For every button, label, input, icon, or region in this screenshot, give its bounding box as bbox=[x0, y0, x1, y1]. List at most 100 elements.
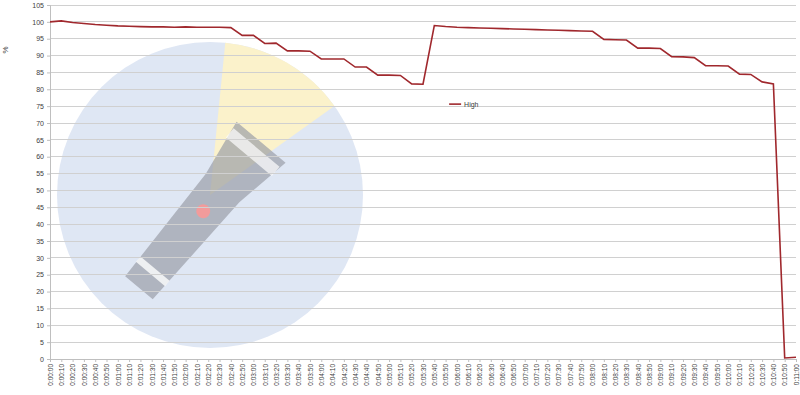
x-tick: 0:06:10 bbox=[465, 359, 472, 386]
x-tick-label: 0:00:40 bbox=[92, 364, 99, 386]
x-tick-label: 0:03:20 bbox=[273, 364, 280, 386]
y-tick: 80 bbox=[36, 86, 50, 93]
x-tick-label: 0:05:20 bbox=[408, 364, 415, 386]
x-tick-label: 0:05:40 bbox=[431, 364, 438, 386]
x-tick-label: 0:04:50 bbox=[375, 364, 382, 386]
x-tick-label: 0:06:00 bbox=[454, 364, 461, 386]
grid-line bbox=[50, 274, 796, 275]
x-tick-label: 0:10:00 bbox=[725, 364, 732, 386]
x-tick-mark bbox=[287, 359, 288, 362]
x-tick: 0:10:40 bbox=[770, 359, 777, 386]
y-axis: 0510152025303540455055606570758085909510… bbox=[32, 2, 50, 363]
y-tick: 55 bbox=[36, 170, 50, 177]
y-tick-mark bbox=[47, 224, 50, 225]
y-tick-mark bbox=[47, 190, 50, 191]
x-tick-label: 0:01:50 bbox=[171, 364, 178, 386]
y-tick-label: 90 bbox=[36, 52, 44, 59]
x-tick-label: 0:06:30 bbox=[488, 364, 495, 386]
x-tick-mark bbox=[174, 359, 175, 362]
y-tick-mark bbox=[47, 140, 50, 141]
flashlight-body bbox=[114, 122, 285, 309]
x-tick-label: 0:07:10 bbox=[533, 364, 540, 386]
series-line bbox=[50, 21, 796, 358]
grid-line bbox=[50, 207, 796, 208]
grid-line bbox=[50, 38, 796, 39]
x-tick-mark bbox=[570, 359, 571, 362]
y-axis-title: % bbox=[1, 46, 10, 53]
x-tick-label: 0:09:30 bbox=[691, 364, 698, 386]
x-tick-label: 0:02:30 bbox=[216, 364, 223, 386]
y-tick-label: 25 bbox=[36, 271, 44, 278]
x-tick: 0:08:10 bbox=[601, 359, 608, 386]
x-tick: 0:02:00 bbox=[182, 359, 189, 386]
x-tick-label: 0:07:30 bbox=[555, 364, 562, 386]
x-tick: 0:03:20 bbox=[273, 359, 280, 386]
y-tick-label: 70 bbox=[36, 120, 44, 127]
x-tick: 0:03:30 bbox=[284, 359, 291, 386]
x-tick: 0:05:10 bbox=[397, 359, 404, 386]
y-tick-mark bbox=[47, 22, 50, 23]
grid-line bbox=[50, 224, 796, 225]
x-tick: 0:10:30 bbox=[759, 359, 766, 386]
x-tick-mark bbox=[525, 359, 526, 362]
y-axis-line bbox=[47, 6, 51, 360]
x-tick-label: 0:09:10 bbox=[668, 364, 675, 386]
x-tick-label: 0:05:30 bbox=[420, 364, 427, 386]
x-tick: 0:05:40 bbox=[431, 359, 438, 386]
x-tick: 0:03:50 bbox=[307, 359, 314, 386]
y-tick-mark bbox=[47, 258, 50, 259]
legend-item: High bbox=[449, 101, 479, 109]
x-tick-label: 0:02:00 bbox=[182, 364, 189, 386]
x-tick-mark bbox=[638, 359, 639, 362]
x-tick-label: 0:02:50 bbox=[239, 364, 246, 386]
x-tick: 0:02:10 bbox=[194, 359, 201, 386]
y-tick: 10 bbox=[36, 322, 50, 329]
x-tick-label: 0:00:30 bbox=[81, 364, 88, 386]
x-tick: 0:02:30 bbox=[216, 359, 223, 386]
x-tick: 0:02:20 bbox=[205, 359, 212, 386]
x-tick-label: 0:03:30 bbox=[284, 364, 291, 386]
x-tick-mark bbox=[672, 359, 673, 362]
x-tick-mark bbox=[593, 359, 594, 362]
x-tick: 0:03:40 bbox=[295, 359, 302, 386]
flashlight-ring bbox=[226, 128, 280, 176]
x-tick-mark bbox=[242, 359, 243, 362]
y-tick-mark bbox=[47, 56, 50, 57]
x-tick-mark bbox=[400, 359, 401, 362]
y-tick-mark bbox=[47, 106, 50, 107]
y-tick: 20 bbox=[36, 288, 50, 295]
x-tick: 0:05:20 bbox=[408, 359, 415, 386]
x-tick: 0:06:40 bbox=[499, 359, 506, 386]
x-tick: 0:07:40 bbox=[567, 359, 574, 386]
x-tick: 0:05:30 bbox=[420, 359, 427, 386]
y-tick-mark bbox=[47, 123, 50, 124]
y-tick-label: 15 bbox=[36, 305, 44, 312]
x-tick-mark bbox=[355, 359, 356, 362]
x-tick-mark bbox=[344, 359, 345, 362]
x-tick: 0:10:50 bbox=[781, 359, 788, 386]
grid-line bbox=[50, 173, 796, 174]
x-tick-mark bbox=[502, 359, 503, 362]
x-tick-label: 0:09:20 bbox=[680, 364, 687, 386]
x-tick: 0:10:10 bbox=[736, 359, 743, 386]
x-tick: 0:04:30 bbox=[352, 359, 359, 386]
y-tick: 85 bbox=[36, 69, 50, 76]
x-tick-label: 0:07:00 bbox=[522, 364, 529, 386]
x-tick-mark bbox=[457, 359, 458, 362]
y-tick: 105 bbox=[32, 2, 50, 9]
grid-line bbox=[50, 190, 796, 191]
x-tick-mark bbox=[163, 359, 164, 362]
y-tick-label: 80 bbox=[36, 86, 44, 93]
x-tick: 0:09:30 bbox=[691, 359, 698, 386]
x-tick: 0:00:30 bbox=[81, 359, 88, 386]
x-tick-mark bbox=[50, 359, 51, 362]
y-tick: 50 bbox=[36, 187, 50, 194]
grid-line bbox=[50, 55, 796, 56]
x-tick-mark bbox=[366, 359, 367, 362]
background-illustration bbox=[57, 42, 363, 348]
x-tick-mark bbox=[717, 359, 718, 362]
y-tick-label: 55 bbox=[36, 170, 44, 177]
x-tick-mark bbox=[412, 359, 413, 362]
x-tick: 0:08:50 bbox=[646, 359, 653, 386]
x-tick-mark bbox=[389, 359, 390, 362]
